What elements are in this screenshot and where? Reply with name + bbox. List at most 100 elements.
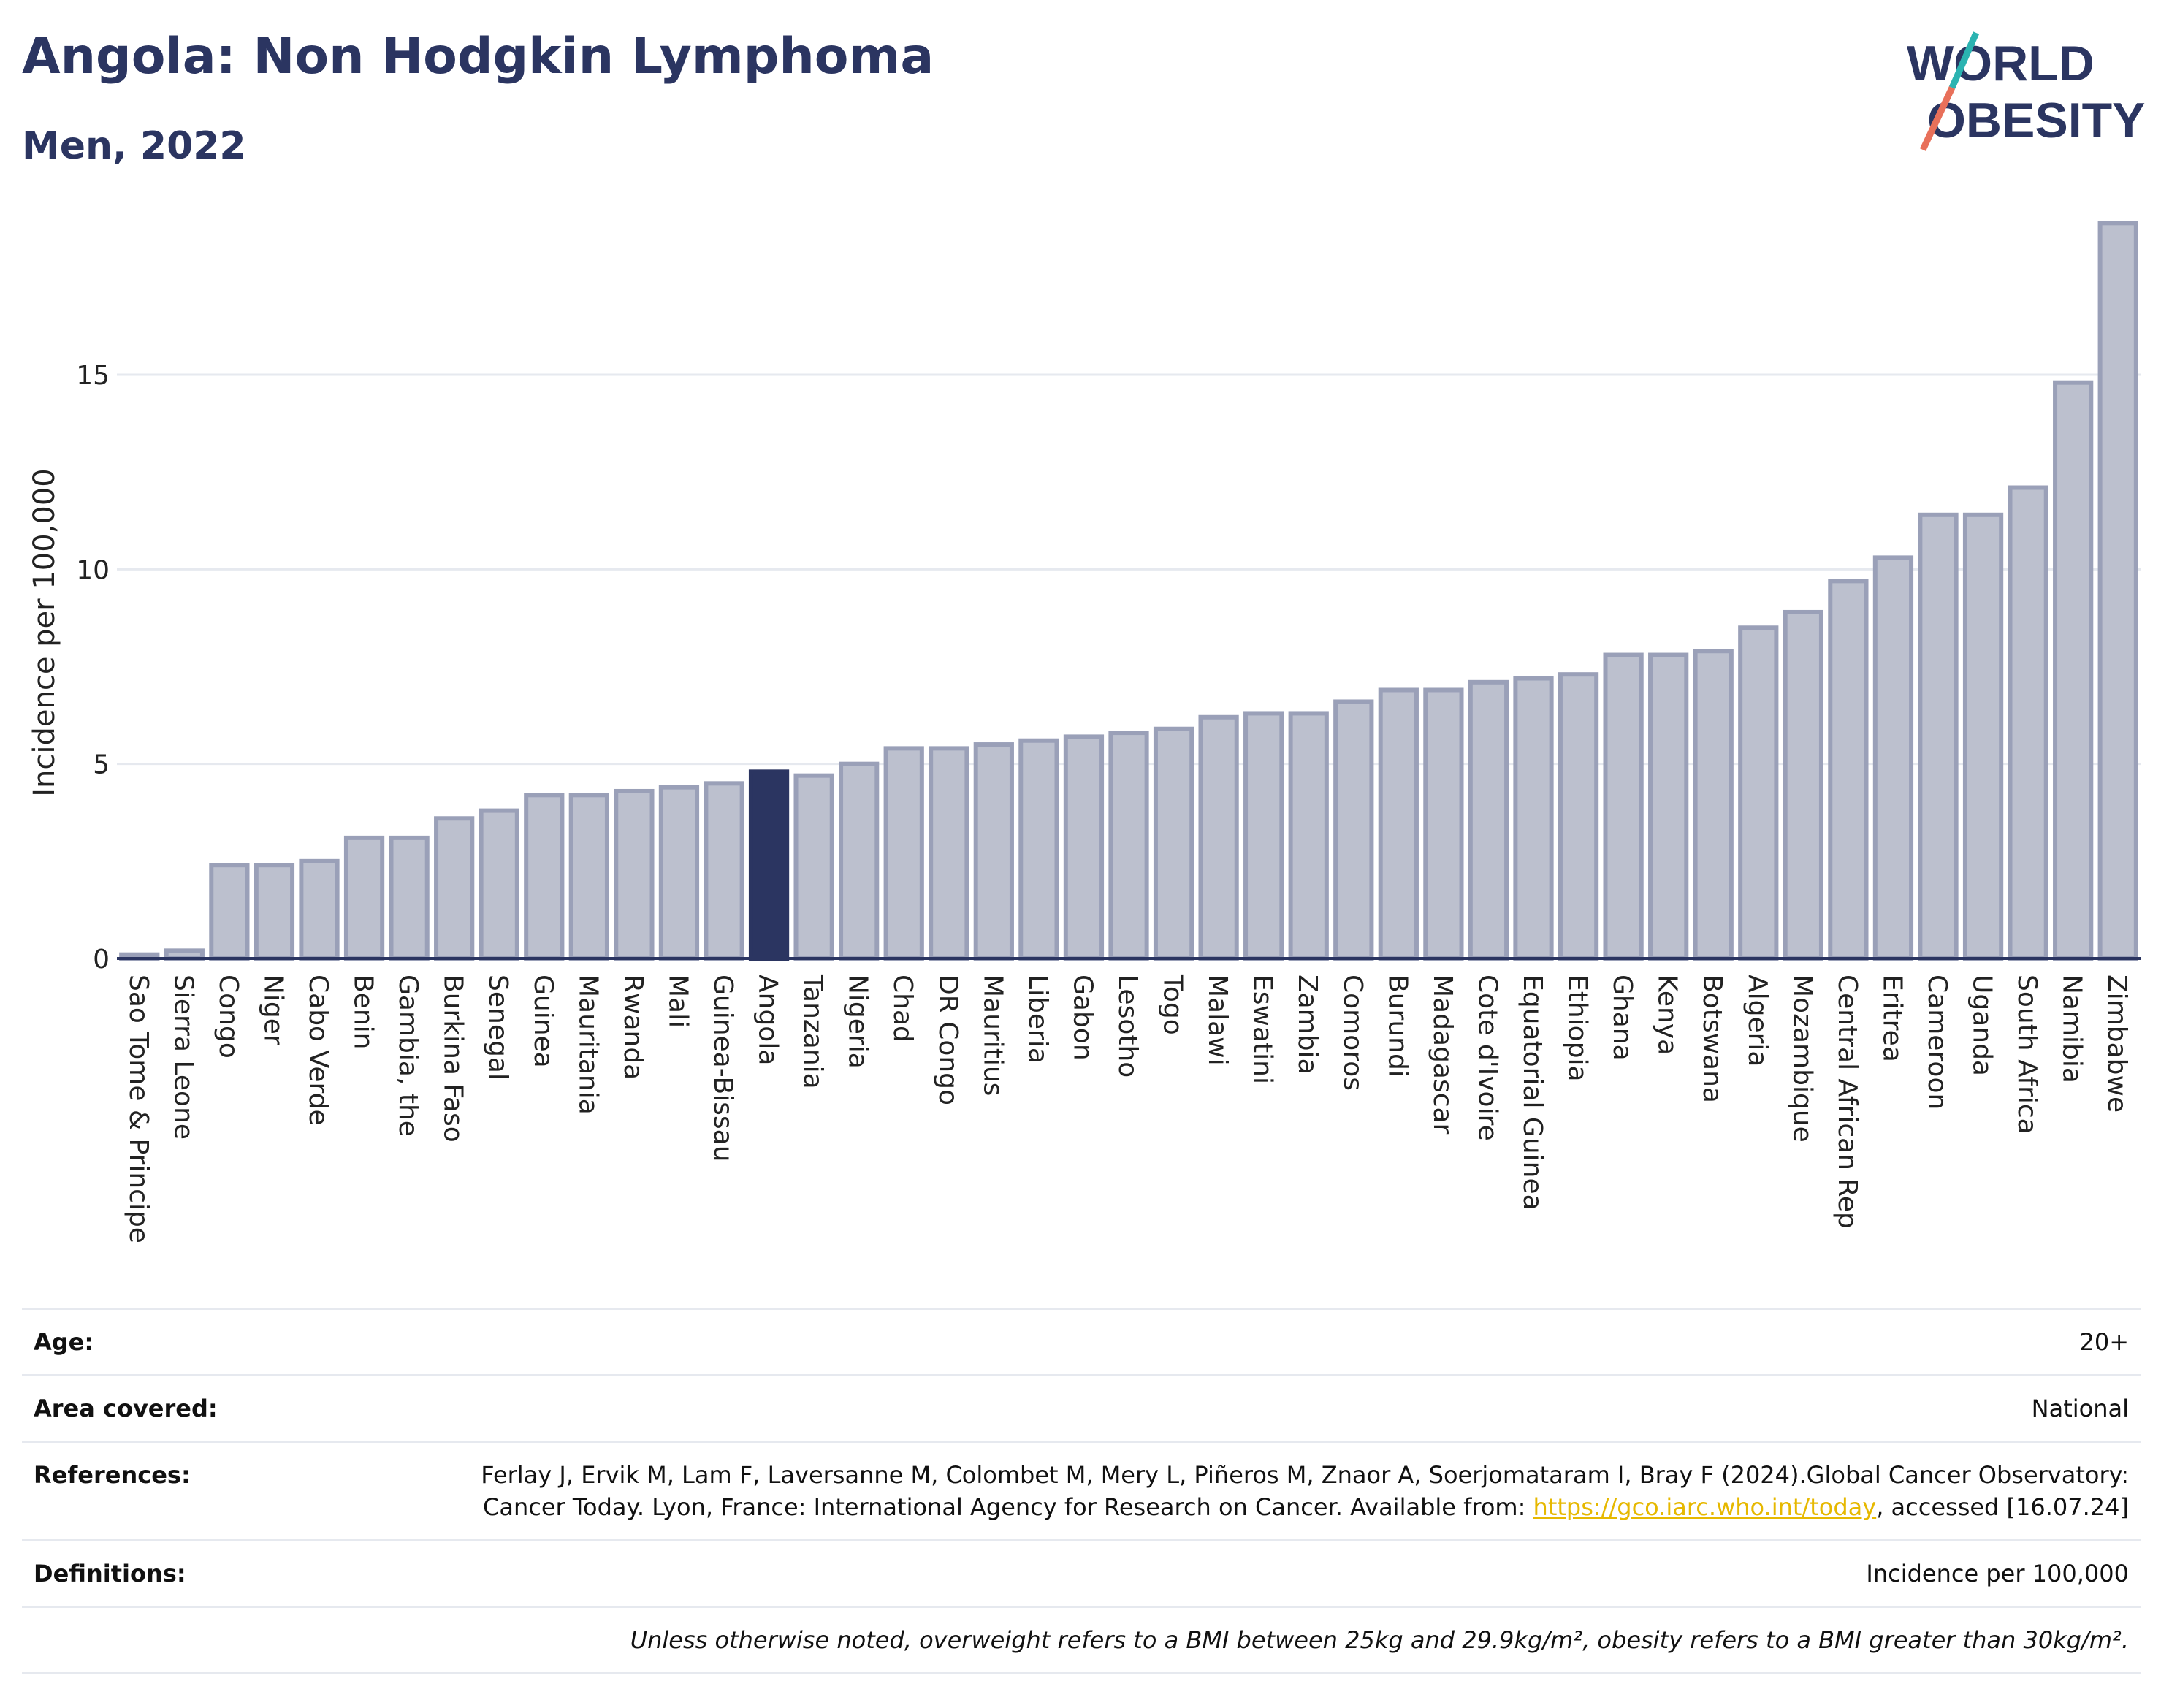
bar [1648, 652, 1689, 961]
bar [389, 835, 430, 961]
y-tick-labels: 0 5 10 15 [76, 361, 110, 975]
references-link[interactable]: https://gco.iarc.who.int/today [1533, 1493, 1877, 1521]
bar [793, 773, 834, 961]
bar [1018, 738, 1059, 961]
y-tick-label: 15 [76, 361, 110, 391]
page-subtitle: Men, 2022 [22, 124, 246, 168]
x-tick-label: Niger [258, 975, 288, 1045]
area-value: National [2031, 1395, 2129, 1422]
meta-row-note: Unless otherwise noted, overweight refer… [22, 1606, 2141, 1674]
bar [1783, 609, 1823, 961]
y-tick-label: 5 [93, 750, 110, 780]
bar [1513, 676, 1554, 961]
bar [1108, 731, 1149, 961]
x-tick-label: Equatorial Guinea [1517, 975, 1547, 1211]
bmi-note: Unless otherwise noted, overweight refer… [630, 1626, 2129, 1654]
x-tick-label: Guinea-Bissau [708, 975, 738, 1162]
age-value: 20+ [2079, 1328, 2129, 1356]
x-tick-label: Lesotho [1113, 975, 1143, 1078]
y-tick-label: 10 [76, 555, 110, 585]
bar [973, 742, 1014, 961]
x-tick-label: Ghana [1607, 975, 1637, 1061]
y-tick-label: 0 [93, 945, 110, 975]
bar-highlight [748, 769, 790, 961]
meta-row-references: References: Ferlay J, Ervik M, Lam F, La… [22, 1441, 2141, 1539]
bar [434, 816, 475, 961]
bar [299, 858, 340, 961]
x-tick-label: Algeria [1742, 975, 1772, 1067]
bar [479, 808, 519, 961]
x-tick-label: Central African Rep [1832, 975, 1862, 1229]
x-tick-label: Senegal [483, 975, 513, 1080]
x-tick-label: Guinea [528, 975, 558, 1068]
bar [929, 746, 969, 961]
meta-row-area: Area covered: National [22, 1374, 2141, 1441]
x-tick-label: Mali [663, 975, 693, 1028]
bar [1693, 649, 1734, 961]
meta-row-age: Age: 20+ [22, 1308, 2141, 1374]
y-axis-label: Incidence per 100,000 [28, 468, 61, 797]
bar [1918, 512, 1959, 961]
x-tick-label: Cabo Verde [303, 975, 333, 1126]
definitions-value: Incidence per 100,000 [1866, 1560, 2129, 1587]
bar [1962, 512, 2004, 961]
x-tick-label: Eswatini [1248, 975, 1278, 1084]
x-tick-label: Sierra Leone [168, 975, 198, 1140]
bar [1738, 625, 1779, 961]
world-obesity-logo: WORLD OBESITY [1907, 31, 2146, 151]
bars [119, 221, 2138, 961]
x-tick-label: Uganda [1967, 975, 1997, 1076]
x-tick-label: DR Congo [933, 975, 963, 1105]
references-text-1: Ferlay J, Ervik M, Lam F, Laversanne M, … [481, 1461, 2129, 1521]
x-tick-label: Namibia [2057, 975, 2087, 1083]
bar [1468, 679, 1509, 961]
x-tick-label: Rwanda [618, 975, 648, 1080]
x-tick-label: Tanzania [798, 974, 828, 1089]
bar-chart: 0 5 10 15 Sao Tome & Principe Sierra Leone Co… [28, 221, 2141, 1243]
bar [209, 863, 250, 961]
bar [1423, 687, 1464, 961]
bar [1288, 711, 1329, 961]
bar [704, 781, 744, 961]
x-tick-label: Ethiopia [1563, 975, 1593, 1082]
x-tick-label: Chad [888, 975, 918, 1042]
bar [1378, 687, 1419, 961]
x-tick-label: Gabon [1067, 975, 1097, 1061]
bar [1558, 672, 1599, 961]
x-tick-label: Madagascar [1428, 975, 1457, 1135]
x-tick-label: Liberia [1023, 975, 1053, 1064]
x-tick-label: Benin [348, 975, 378, 1049]
logo-line1: WORLD [1907, 36, 2095, 91]
x-tick-label: Burkina Faso [438, 975, 468, 1143]
x-tick-label: Mauritius [977, 975, 1007, 1096]
x-tick-labels: Sao Tome & Principe Sierra Leone Congo Nige… [123, 974, 2132, 1243]
bar [658, 785, 700, 961]
bar [614, 788, 655, 961]
logo-line2: OBESITY [1927, 93, 2146, 148]
x-tick-label: South Africa [2012, 975, 2042, 1135]
x-tick-label: Togo [1158, 974, 1188, 1035]
logo-slash-top [1948, 31, 1980, 89]
bar [1153, 726, 1194, 961]
x-tick-label: Botswana [1697, 975, 1727, 1103]
references-value: Ferlay J, Ervik M, Lam F, Laversanne M, … [449, 1459, 2129, 1523]
page-title: Angola: Non Hodgkin Lymphoma [22, 28, 934, 85]
logo-slash-bottom [1919, 86, 1956, 151]
age-label: Age: [34, 1328, 94, 1356]
bar [1872, 555, 1914, 961]
bar [1333, 699, 1374, 961]
references-label: References: [34, 1461, 191, 1489]
x-tick-label: Malawi [1203, 975, 1232, 1066]
bar [2053, 380, 2094, 961]
x-tick-label: Eritrea [1877, 975, 1907, 1062]
references-text-2: , accessed [16.07.24] [1876, 1493, 2129, 1521]
bar [1243, 711, 1284, 961]
bar [1603, 652, 1644, 961]
bar [839, 761, 880, 961]
x-tick-label: Burundi [1382, 975, 1412, 1078]
bar [343, 835, 385, 961]
x-tick-label: Gambia, the [393, 975, 423, 1137]
meta-row-definitions: Definitions: Incidence per 100,000 [22, 1539, 2141, 1606]
x-tick-label: Mozambique [1787, 975, 1817, 1143]
bar [1198, 714, 1239, 961]
